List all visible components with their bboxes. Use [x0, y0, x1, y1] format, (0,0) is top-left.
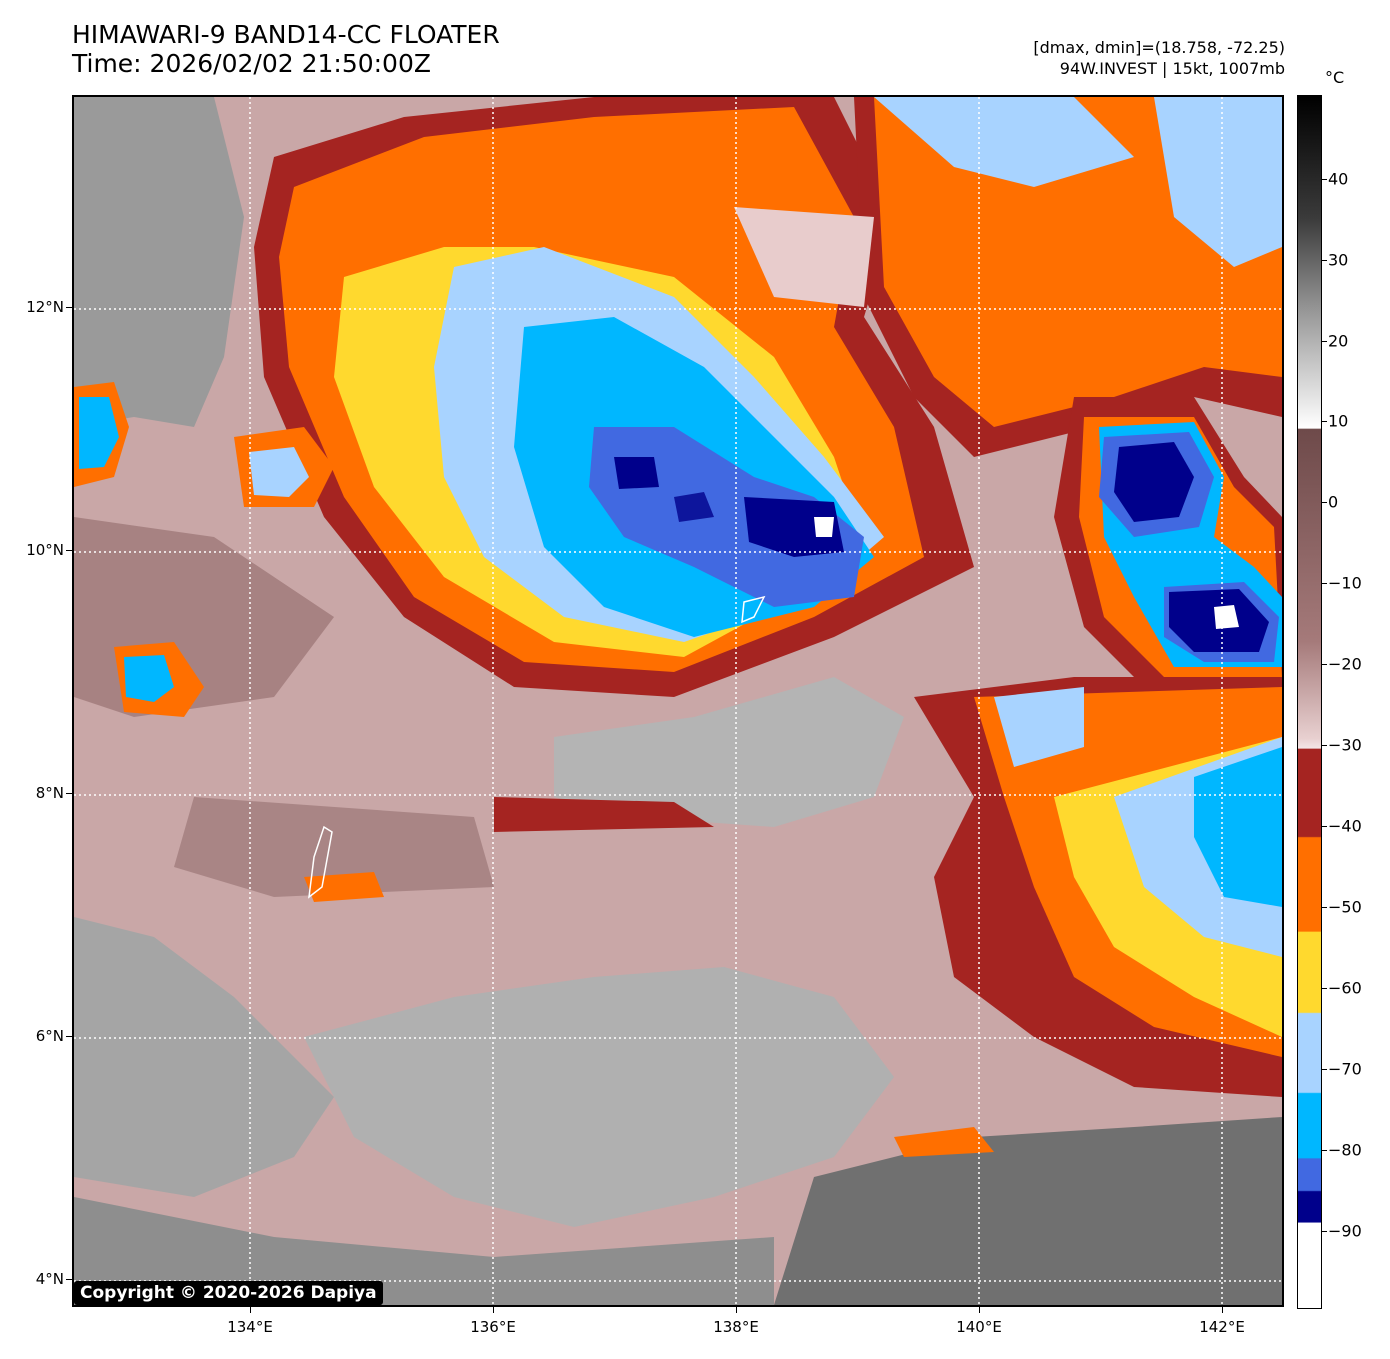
- colorbar-label-minus80: −80: [1328, 1140, 1362, 1160]
- grey-region-nw: [74, 97, 244, 427]
- cloud-navy-east-1: [1114, 442, 1194, 522]
- streak-orange-2: [894, 1127, 994, 1157]
- colorbar-label-40: 40: [1328, 169, 1349, 189]
- cloud-lightblue-ne2: [1154, 97, 1282, 267]
- colorbar-label-20: 20: [1328, 331, 1349, 351]
- cloud-cyan-w3: [124, 655, 174, 702]
- cloud-cyan-w1: [79, 397, 119, 469]
- grey-region-south: [304, 967, 894, 1227]
- cloud-cyan-se: [1194, 747, 1282, 907]
- lat-label-8n: 8°N: [35, 784, 64, 802]
- colorbar-unit: °C: [1325, 68, 1345, 87]
- grey-region-bottom: [74, 1197, 774, 1305]
- lon-tick-142e: [1222, 1307, 1223, 1313]
- colorbar-label-0: 0: [1328, 492, 1339, 512]
- lon-tick-140e: [979, 1307, 980, 1313]
- colorbar-tick: [1322, 1231, 1327, 1232]
- streak-orange-1: [304, 872, 384, 902]
- colorbar-tick: [1322, 421, 1327, 422]
- brown-patch-mid: [174, 797, 494, 897]
- clear-patch-ne: [734, 207, 874, 307]
- colorbar-tick: [1322, 341, 1327, 342]
- cloud-navy-core-3: [674, 492, 714, 522]
- colorbar-tick: [1322, 502, 1327, 503]
- lon-label-134e: 134°E: [227, 1318, 273, 1336]
- colorbar-tick: [1322, 988, 1327, 989]
- lon-tick-136e: [493, 1307, 494, 1313]
- cloud-lightblue-e-small: [994, 687, 1084, 767]
- colorbar-tick: [1322, 260, 1327, 261]
- streak-red-1: [494, 797, 714, 832]
- title-line-time: Time: 2026/02/02 21:50:00Z: [72, 49, 431, 78]
- colorbar-label-10: 10: [1328, 411, 1349, 431]
- coastline-island-1: [741, 595, 766, 624]
- cloud-royalblue-main: [589, 427, 864, 607]
- lon-label-142e: 142°E: [1199, 1318, 1245, 1336]
- lat-label-4n: 4°N: [35, 1270, 64, 1288]
- colorbar-tick: [1322, 907, 1327, 908]
- colorbar-label-minus70: −70: [1328, 1059, 1362, 1079]
- copyright-badge: Copyright © 2020-2026 Dapiya: [74, 1281, 383, 1305]
- colorbar-tick: [1322, 1150, 1327, 1151]
- coastline-island-2: [308, 825, 333, 899]
- colorbar-label-minus20: −20: [1328, 654, 1362, 674]
- lon-label-140e: 140°E: [956, 1318, 1002, 1336]
- cloud-lightblue-w2: [249, 447, 309, 497]
- grey-region-se: [774, 1117, 1282, 1305]
- colorbar-tick: [1322, 583, 1327, 584]
- colorbar-tick: [1322, 179, 1327, 180]
- colorbar-tick: [1322, 1069, 1327, 1070]
- satellite-image-map: [72, 95, 1284, 1307]
- colorbar-label-minus90: −90: [1328, 1221, 1362, 1241]
- lon-label-136e: 136°E: [470, 1318, 516, 1336]
- lat-tick-12n: [66, 307, 72, 308]
- lat-tick-4n: [66, 1279, 72, 1280]
- cloud-navy-core-1: [614, 457, 659, 489]
- storm-info: [dmax, dmin]=(18.758, -72.25) 94W.INVEST…: [1033, 37, 1285, 79]
- lat-tick-10n: [66, 550, 72, 551]
- chart-title: HIMAWARI-9 BAND14-CC FLOATER Time: 2026/…: [72, 20, 500, 78]
- grey-region-sw: [74, 917, 334, 1197]
- lat-label-12n: 12°N: [26, 298, 64, 316]
- colorbar-label-minus30: −30: [1328, 735, 1362, 755]
- lat-label-6n: 6°N: [35, 1027, 64, 1045]
- lat-tick-8n: [66, 793, 72, 794]
- title-line-product: HIMAWARI-9 BAND14-CC FLOATER: [72, 20, 500, 49]
- colorbar-label-minus10: −10: [1328, 573, 1362, 593]
- cloud-navy-core-2: [744, 497, 844, 557]
- storm-status-text: 94W.INVEST | 15kt, 1007mb: [1059, 59, 1285, 78]
- colorbar-tick: [1322, 826, 1327, 827]
- colorbar-label-minus50: −50: [1328, 897, 1362, 917]
- lon-tick-138e: [736, 1307, 737, 1313]
- data-range-text: [dmax, dmin]=(18.758, -72.25): [1033, 38, 1285, 57]
- colorbar-tick: [1322, 745, 1327, 746]
- colorbar-label-minus40: −40: [1328, 816, 1362, 836]
- lat-label-10n: 10°N: [26, 541, 64, 559]
- cloud-white-east: [1214, 605, 1239, 629]
- lon-label-138e: 138°E: [713, 1318, 759, 1336]
- lon-tick-134e: [250, 1307, 251, 1313]
- grey-region-center: [554, 677, 904, 827]
- colorbar-label-minus60: −60: [1328, 978, 1362, 998]
- colorbar: [1297, 95, 1322, 1309]
- colorbar-label-30: 30: [1328, 250, 1349, 270]
- lat-tick-6n: [66, 1036, 72, 1037]
- cloud-lightblue-ne: [874, 97, 1134, 187]
- cloud-white-core: [814, 517, 834, 537]
- satellite-imagery: [74, 97, 1282, 1305]
- colorbar-tick: [1322, 664, 1327, 665]
